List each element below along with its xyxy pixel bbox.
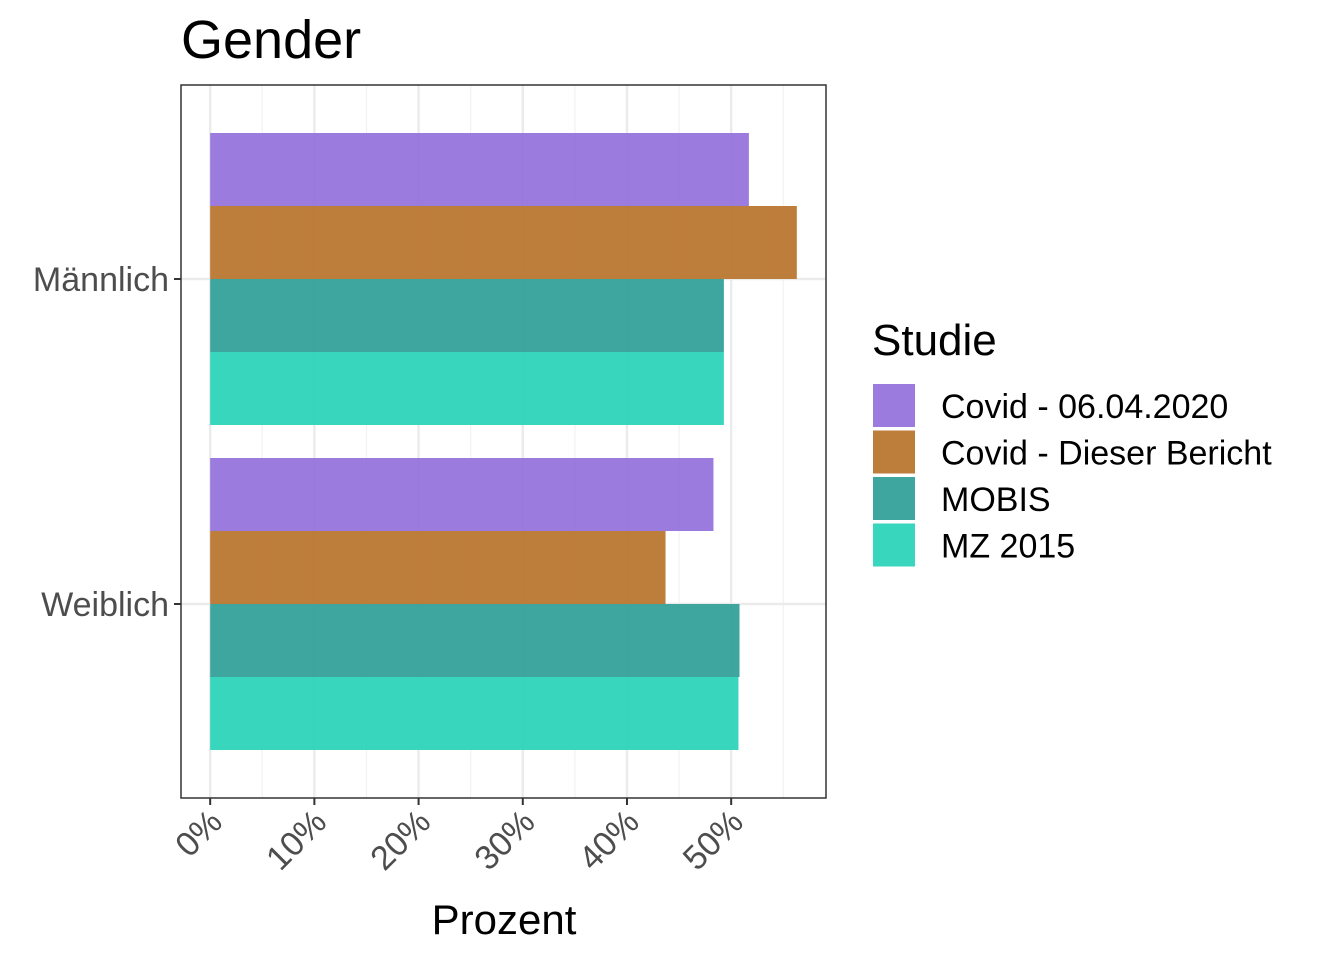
x-tick-label: 20% [363,803,438,878]
bar-1-2 [210,604,740,677]
chart-title: Gender [181,10,361,70]
x-tick-label: 40% [572,803,647,878]
x-tick-label: 50% [676,803,751,878]
legend: Covid - 06.04.2020 Covid - Dieser Bericht… [873,384,1272,567]
bar-0-1 [210,206,797,279]
x-tick-label: 10% [259,803,334,878]
y-tick-label: Weiblich [41,586,169,624]
legend-swatch [873,523,915,567]
legend-label: Covid - 06.04.2020 [941,388,1228,426]
y-axis: Männlich Weiblich [33,261,181,624]
legend-swatch [873,430,915,474]
bar-1-0 [210,458,714,531]
y-tick-label: Männlich [33,261,169,299]
legend-title: Studie [872,316,997,365]
bar-0-2 [210,279,724,352]
plot-panel [180,84,827,799]
legend-label: MZ 2015 [941,528,1075,566]
x-tick-label: 0% [168,803,230,865]
bar-1-1 [210,531,666,604]
panel-border [180,84,827,799]
bar-0-3 [210,352,724,425]
legend-label: MOBIS [941,481,1051,519]
x-axis-title: Prozent [432,896,577,943]
legend-label: Covid - Dieser Bericht [941,435,1272,473]
x-axis: 0% 10% 20% 30% 40% 50% [168,798,751,878]
legend-swatch [873,384,915,427]
bar-0-0 [210,133,749,206]
bar-1-3 [210,677,739,750]
legend-swatch [873,477,915,520]
x-tick-label: 30% [467,803,542,878]
